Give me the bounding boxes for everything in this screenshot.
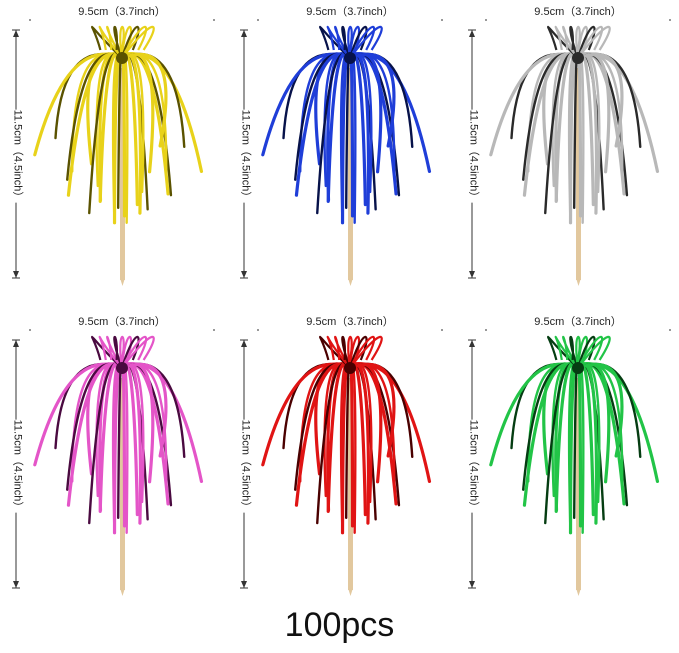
width-label: 9.5cm（3.7inch） — [22, 3, 222, 19]
red-pick-icon — [240, 321, 443, 596]
width-label: 9.5cm（3.7inch） — [250, 3, 450, 19]
product-cell: 9.5cm（3.7inch） 11.5cm（4.5inch） — [466, 3, 679, 308]
height-label: 11.5cm（4.5inch） — [238, 419, 255, 513]
height-label: 11.5cm（4.5inch） — [466, 109, 483, 203]
width-label: 9.5cm（3.7inch） — [250, 313, 450, 329]
width-label: 9.5cm（3.7inch） — [22, 313, 222, 329]
height-label: 11.5cm（4.5inch） — [238, 109, 255, 203]
silver-pick-icon — [468, 11, 671, 286]
green-pick-icon — [468, 321, 671, 596]
product-cell: 9.5cm（3.7inch） 11.5cm（4.5inch） — [10, 313, 238, 618]
pink-pick-icon — [12, 321, 215, 596]
height-label: 11.5cm（4.5inch） — [10, 109, 27, 203]
product-cell: 9.5cm（3.7inch） 11.5cm（4.5inch） — [238, 313, 466, 618]
width-label: 9.5cm（3.7inch） — [478, 3, 678, 19]
height-label: 11.5cm（4.5inch） — [466, 419, 483, 513]
quantity-caption: 100pcs — [284, 606, 395, 644]
product-cell: 9.5cm（3.7inch） 11.5cm（4.5inch） — [238, 3, 466, 308]
blue-pick-icon — [240, 11, 443, 286]
yellow-pick-icon — [12, 11, 215, 286]
width-label: 9.5cm（3.7inch） — [478, 313, 678, 329]
height-label: 11.5cm（4.5inch） — [10, 419, 27, 513]
product-cell: 9.5cm（3.7inch） 11.5cm（4.5inch） — [10, 3, 238, 308]
product-cell: 9.5cm（3.7inch） 11.5cm（4.5inch） — [466, 313, 679, 618]
